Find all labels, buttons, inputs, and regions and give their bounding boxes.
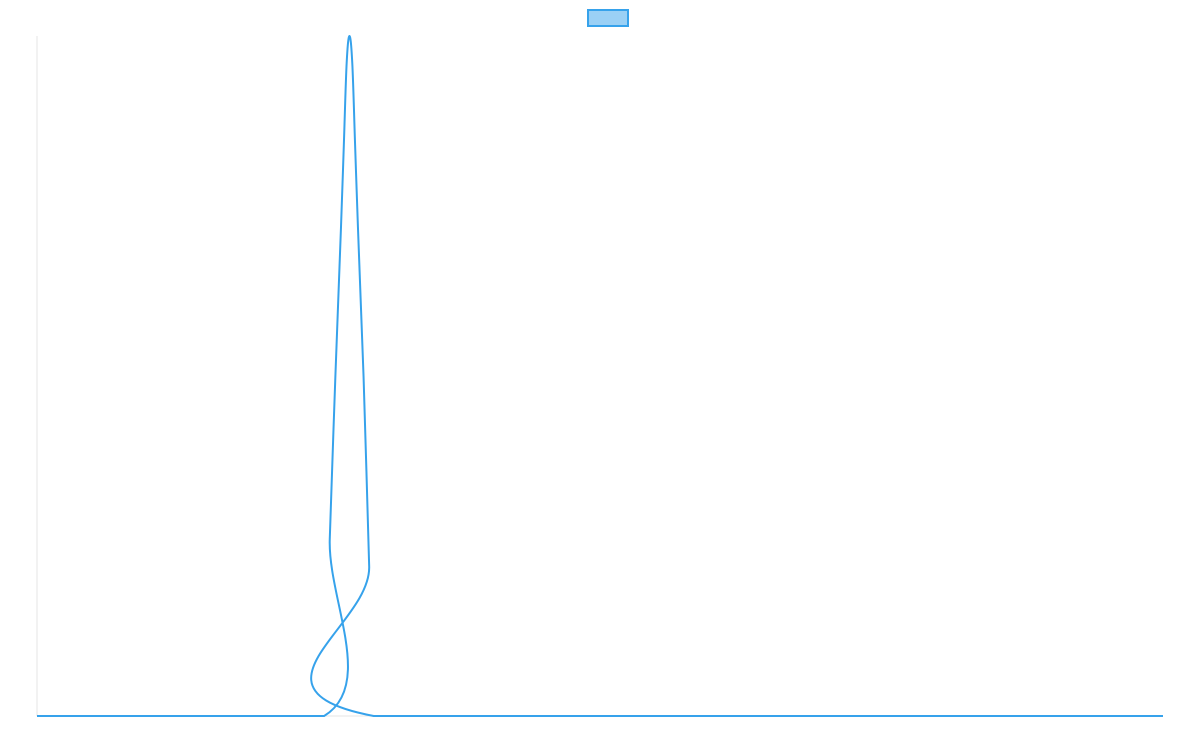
series-line	[37, 35, 1163, 718]
legend	[587, 9, 629, 27]
legend-swatch[interactable]	[587, 9, 629, 27]
